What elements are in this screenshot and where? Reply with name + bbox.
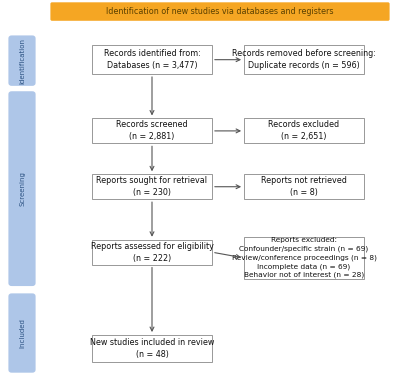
Text: Identification of new studies via databases and registers: Identification of new studies via databa… (106, 7, 334, 16)
FancyBboxPatch shape (92, 335, 212, 362)
FancyBboxPatch shape (50, 2, 390, 21)
FancyBboxPatch shape (8, 293, 36, 373)
Text: Records excluded
(n = 2,651): Records excluded (n = 2,651) (268, 121, 340, 141)
FancyBboxPatch shape (244, 237, 364, 279)
FancyBboxPatch shape (92, 45, 212, 74)
Text: Records removed before screening:
Duplicate records (n = 596): Records removed before screening: Duplic… (232, 49, 376, 70)
Text: Screening: Screening (19, 171, 25, 206)
Text: Included: Included (19, 318, 25, 348)
Text: New studies included in review
(n = 48): New studies included in review (n = 48) (90, 338, 214, 359)
FancyBboxPatch shape (244, 174, 364, 199)
Text: Reports not retrieved
(n = 8): Reports not retrieved (n = 8) (261, 176, 347, 197)
Text: Reports assessed for eligibility
(n = 222): Reports assessed for eligibility (n = 22… (90, 242, 214, 263)
FancyBboxPatch shape (244, 45, 364, 74)
Text: Records identified from:
Databases (n = 3,477): Records identified from: Databases (n = … (104, 49, 200, 70)
FancyBboxPatch shape (92, 118, 212, 143)
FancyBboxPatch shape (92, 174, 212, 199)
FancyBboxPatch shape (244, 118, 364, 143)
FancyBboxPatch shape (92, 239, 212, 265)
Text: Reports excluded:
Confounder/specific strain (n = 69)
Review/conference proceedi: Reports excluded: Confounder/specific st… (232, 238, 376, 278)
Text: Records screened
(n = 2,881): Records screened (n = 2,881) (116, 121, 188, 141)
Text: Identification: Identification (19, 38, 25, 84)
FancyBboxPatch shape (8, 35, 36, 86)
Text: Reports sought for retrieval
(n = 230): Reports sought for retrieval (n = 230) (96, 176, 208, 197)
FancyBboxPatch shape (8, 91, 36, 286)
